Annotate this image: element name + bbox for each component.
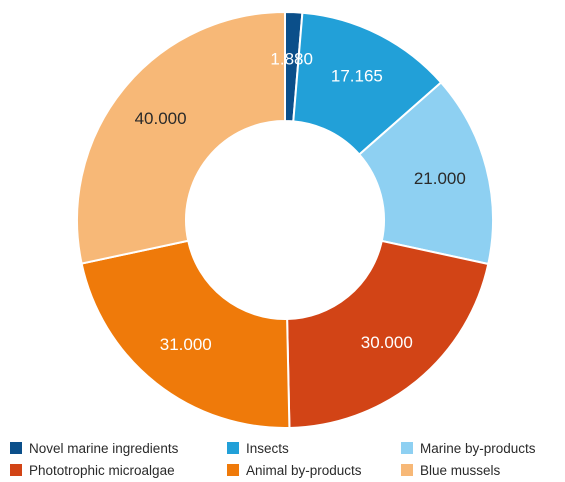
legend-item-phototrophic-microalgae: Phototrophic microalgae [10,460,175,480]
slice-label-novel-marine-ingredients: 1.880 [270,50,313,69]
legend-item-animal-by-products: Animal by-products [227,460,362,480]
legend-item-novel-marine-ingredients: Novel marine ingredients [10,438,178,458]
slice-label-marine-by-products: 21.000 [414,169,466,188]
slice-blue-mussels [76,10,286,265]
legend-label: Marine by-products [420,440,536,456]
slice-marine-by-products [357,81,494,266]
slice-phototrophic-microalgae [286,239,490,429]
legend-swatch [401,464,413,476]
legend-label: Novel marine ingredients [29,440,179,456]
slice-label-insects: 17.165 [331,67,383,86]
legend-item-marine-by-products: Marine by-products [401,438,536,458]
legend: Novel marine ingredients Insects Marine … [0,438,565,482]
legend-item-insects: Insects [227,438,289,458]
legend-swatch [401,442,413,454]
legend-label: Phototrophic microalgae [29,462,175,478]
legend-swatch [10,442,22,454]
legend-label: Animal by-products [246,462,362,478]
donut-chart: 1.880 17.165 21.000 30.000 31.000 40.000 [76,10,494,429]
legend-label: Blue mussels [420,462,501,478]
slice-label-blue-mussels: 40.000 [135,109,187,128]
legend-swatch [227,442,239,454]
legend-label: Insects [246,440,289,456]
slice-animal-by-products [80,239,291,429]
legend-item-blue-mussels: Blue mussels [401,460,500,480]
legend-swatch [10,464,22,476]
slice-label-phototrophic-microalgae: 30.000 [361,333,413,352]
legend-swatch [227,464,239,476]
slice-label-animal-by-products: 31.000 [160,335,212,354]
